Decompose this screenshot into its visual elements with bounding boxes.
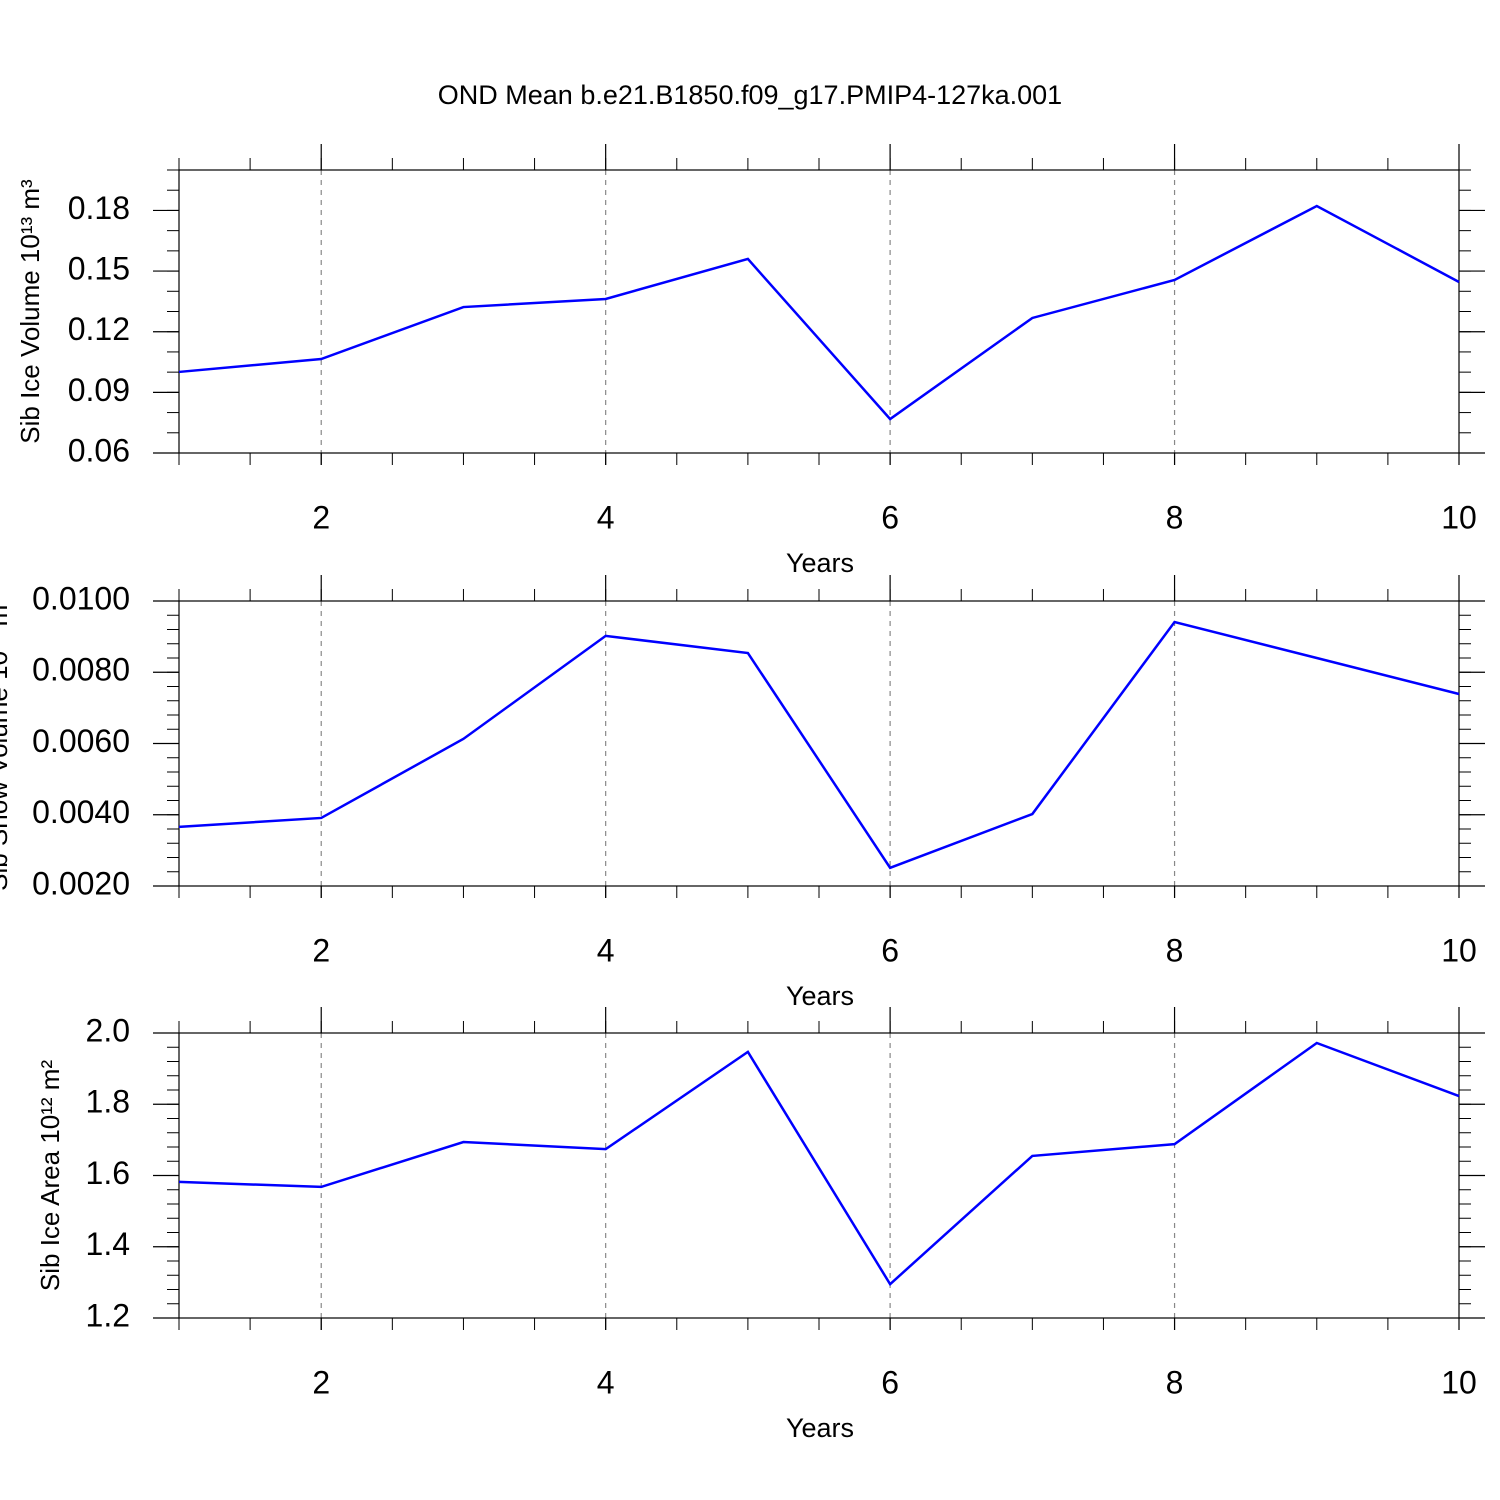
x-tick-label: 4 xyxy=(597,1364,615,1400)
x-tick-label: 4 xyxy=(597,932,615,968)
x-tick-label: 4 xyxy=(597,499,615,535)
y-tick-label: 1.6 xyxy=(86,1155,130,1191)
y-tick-label: 1.4 xyxy=(86,1226,130,1262)
figure-title: OND Mean b.e21.B1850.f09_g17.PMIP4-127ka… xyxy=(438,80,1062,110)
plot-frame xyxy=(178,600,1460,887)
x-tick-label: 2 xyxy=(312,499,330,535)
data-line xyxy=(178,1041,1460,1287)
data-line xyxy=(178,204,1460,421)
y-tick-label: 0.18 xyxy=(68,190,130,226)
x-tick-label: 2 xyxy=(312,1364,330,1400)
y-tick-label: 1.8 xyxy=(86,1084,130,1120)
y-tick-label: 0.0020 xyxy=(32,865,130,901)
plot-frame xyxy=(178,1032,1460,1319)
y-tick-label: 2.0 xyxy=(86,1012,130,1048)
y-tick-label: 0.12 xyxy=(68,311,130,347)
x-axis-label: Years xyxy=(786,981,854,1011)
y-axis-label: Sib Ice Volume 10¹³ m³ xyxy=(15,179,45,444)
x-tick-label: 8 xyxy=(1166,1364,1184,1400)
x-tick-label: 6 xyxy=(881,932,899,968)
y-axis-label: Sib Ice Area 10¹² m² xyxy=(35,1060,65,1292)
x-tick-label: 8 xyxy=(1166,499,1184,535)
y-tick-label: 0.09 xyxy=(68,372,130,408)
x-tick-label: 10 xyxy=(1441,932,1477,968)
plot-frame xyxy=(178,169,1460,454)
data-line xyxy=(178,620,1460,870)
x-tick-label: 10 xyxy=(1441,1364,1477,1400)
y-tick-label: 0.06 xyxy=(68,432,130,468)
x-tick-label: 2 xyxy=(312,932,330,968)
x-tick-label: 6 xyxy=(881,1364,899,1400)
y-tick-label: 0.0060 xyxy=(32,723,130,759)
x-tick-label: 8 xyxy=(1166,932,1184,968)
y-tick-label: 0.15 xyxy=(68,251,130,287)
y-tick-label: 0.0080 xyxy=(32,652,130,688)
x-axis-label: Years xyxy=(786,548,854,578)
y-tick-label: 0.0100 xyxy=(32,580,130,616)
y-tick-label: 1.2 xyxy=(86,1297,130,1333)
x-tick-label: 6 xyxy=(881,499,899,535)
x-axis-label: Years xyxy=(786,1413,854,1443)
x-tick-label: 10 xyxy=(1441,499,1477,535)
y-tick-label: 0.0040 xyxy=(32,794,130,830)
y-axis-label: Sib Snow Volume 10¹³ m³ xyxy=(0,596,13,891)
